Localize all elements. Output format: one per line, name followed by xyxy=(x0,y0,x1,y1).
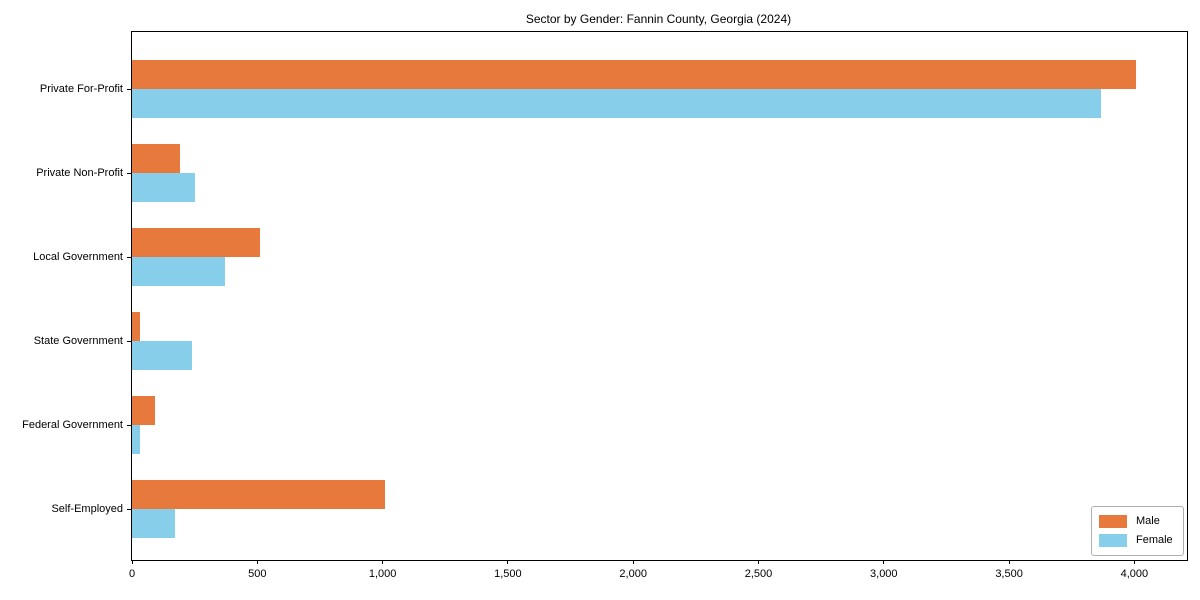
x-tick-label: 1,000 xyxy=(368,568,397,580)
legend-item-female: Female xyxy=(1099,531,1179,550)
x-tick-label: 3,000 xyxy=(870,568,898,580)
x-tick-mark xyxy=(382,560,384,564)
bar-male xyxy=(132,144,180,173)
y-tick-label: Self-Employed xyxy=(51,503,123,515)
y-tick-label: Federal Government xyxy=(22,419,123,431)
x-tick-mark xyxy=(1008,560,1010,564)
female-swatch xyxy=(1099,534,1127,547)
x-tick-mark xyxy=(507,560,509,564)
x-tick-label: 0 xyxy=(128,568,136,580)
x-tick-mark xyxy=(256,560,258,564)
y-tick-mark xyxy=(127,424,132,426)
x-tick-label: 4,000 xyxy=(1120,568,1149,580)
y-tick-mark xyxy=(127,88,132,90)
bar-female xyxy=(132,341,193,370)
x-tick-mark xyxy=(883,560,885,564)
bar-male xyxy=(132,312,140,341)
legend: Male Female xyxy=(1091,506,1184,556)
bar-male xyxy=(132,228,260,257)
y-tick-label: Local Government xyxy=(33,251,123,263)
y-tick-label: Private Non-Profit xyxy=(36,167,123,179)
legend-item-male: Male xyxy=(1099,512,1179,531)
x-tick-mark xyxy=(131,560,133,564)
chart-title: Sector by Gender: Fannin County, Georgia… xyxy=(525,12,792,26)
male-swatch xyxy=(1099,515,1127,528)
x-tick-mark xyxy=(1133,560,1135,564)
bars-layer xyxy=(132,32,1187,560)
y-tick-mark xyxy=(127,172,132,174)
legend-label-female: Female xyxy=(1136,534,1173,546)
y-tick-label: Private For-Profit xyxy=(39,83,123,95)
x-tick-label: 1,500 xyxy=(494,568,522,580)
plot-area: Private For-Profit Private Non-Profit Loca… xyxy=(22,31,1188,580)
y-tick-mark xyxy=(127,340,132,342)
bar-female xyxy=(132,257,225,286)
x-tick-label: 500 xyxy=(248,568,267,580)
x-tick-label: 2,500 xyxy=(744,568,773,580)
x-tick-label: 2,000 xyxy=(619,568,647,580)
x-tick-label: 3,500 xyxy=(995,568,1023,580)
x-tick-mark xyxy=(757,560,759,564)
y-tick-mark xyxy=(127,508,132,510)
bar-male xyxy=(132,60,1136,89)
bar-female xyxy=(132,173,195,202)
bar-female xyxy=(132,89,1101,118)
y-tick-label: State Government xyxy=(33,335,123,347)
bar-male xyxy=(132,396,155,425)
bar-male xyxy=(132,480,386,509)
legend-label-male: Male xyxy=(1136,515,1160,527)
y-tick-mark xyxy=(127,256,132,258)
x-axis: 0 500 1,000 1,500 2,000 2,500 3,000 3,500 4,000 xyxy=(129,32,1187,580)
bar-female xyxy=(132,425,140,454)
y-axis: Private For-Profit Private Non-Profit Loca… xyxy=(22,32,1187,560)
bar-female xyxy=(132,509,175,538)
x-tick-mark xyxy=(632,560,634,564)
